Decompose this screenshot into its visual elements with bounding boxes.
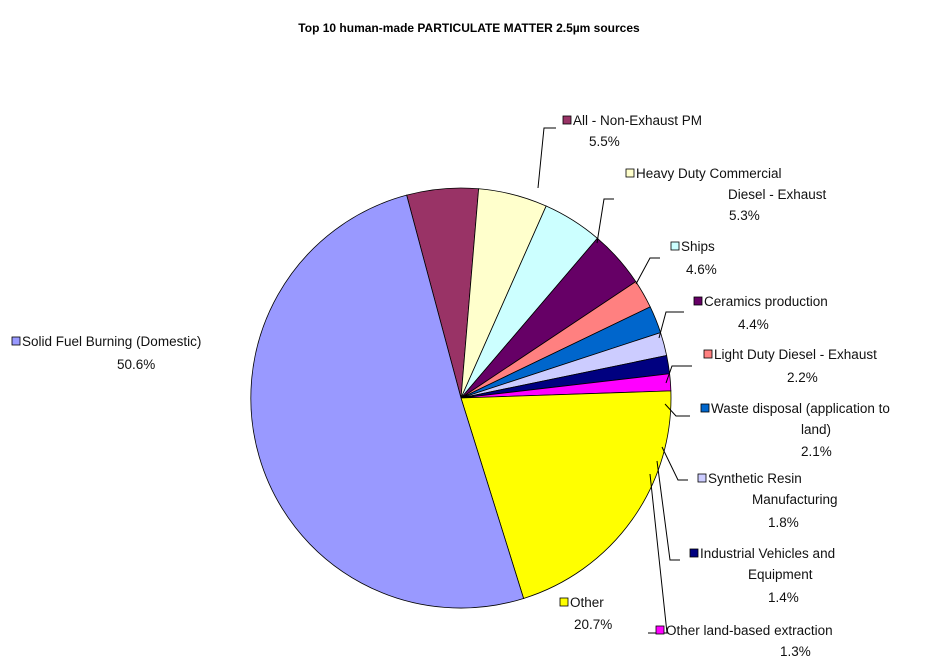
label-key-solid-fuel-burning-domestic — [11, 336, 21, 346]
leader-line-ships — [635, 257, 660, 285]
slice-label-industrial-vehicles-and-equipment-line-2: Equipment — [748, 567, 813, 582]
leader-line-ceramics-production — [658, 311, 684, 339]
leader-line-light-duty-diesel-exhaust — [665, 365, 692, 384]
label-key-heavy-duty-commercial-diesel-exhaust — [625, 168, 635, 178]
slice-value-solid-fuel-burning-domestic: 50.6% — [117, 357, 155, 372]
slice-value-other: 20.7% — [574, 617, 612, 632]
label-key-ships — [670, 241, 680, 251]
slice-value-other-land-based-extraction: 1.3% — [780, 644, 811, 658]
slice-label-industrial-vehicles-and-equipment-line-1: Industrial Vehicles and — [700, 546, 835, 561]
slice-label-other-land-based-extraction: Other land-based extraction — [666, 623, 833, 638]
slice-label-ships: Ships — [681, 239, 715, 254]
slice-label-waste-disposal-application-to-land-line-2: land) — [801, 422, 831, 437]
slice-value-waste-disposal-application-to-land: 2.1% — [801, 444, 832, 459]
label-key-industrial-vehicles-and-equipment — [689, 548, 699, 558]
label-key-light-duty-diesel-exhaust — [703, 349, 713, 359]
slice-label-heavy-duty-commercial-diesel-exhaust-line-2: Diesel - Exhaust — [728, 187, 827, 202]
label-key-ceramics-production — [693, 296, 703, 306]
slice-label-light-duty-diesel-exhaust: Light Duty Diesel - Exhaust — [714, 347, 877, 362]
slice-value-heavy-duty-commercial-diesel-exhaust: 5.3% — [729, 208, 760, 223]
leader-line-waste-disposal-application-to-land — [664, 403, 690, 417]
leader-line-heavy-duty-commercial-diesel-exhaust — [596, 198, 614, 244]
label-key-other — [559, 597, 569, 607]
slice-value-all-non-exhaust-pm: 5.5% — [589, 134, 620, 149]
slice-label-all-non-exhaust-pm: All - Non-Exhaust PM — [573, 113, 702, 128]
slice-label-other: Other — [570, 595, 604, 610]
label-key-other-land-based-extraction — [655, 625, 665, 635]
pie-slice-solid-fuel-burning-domestic — [250, 194, 525, 609]
slice-value-ceramics-production: 4.4% — [738, 317, 769, 332]
slice-label-synthetic-resin-manufacturing-line-1: Synthetic Resin — [708, 471, 802, 486]
label-key-synthetic-resin-manufacturing — [697, 473, 707, 483]
slice-label-synthetic-resin-manufacturing-line-2: Manufacturing — [752, 492, 838, 507]
leader-line-synthetic-resin-manufacturing — [661, 446, 688, 481]
slice-value-ships: 4.6% — [686, 262, 717, 277]
pie-slice-other — [460, 390, 672, 599]
slice-value-light-duty-diesel-exhaust: 2.2% — [787, 370, 818, 385]
slice-value-synthetic-resin-manufacturing: 1.8% — [768, 515, 799, 530]
leader-line-all-non-exhaust-pm — [537, 127, 556, 189]
chart-title: Top 10 human-made PARTICULATE MATTER 2.5… — [298, 21, 640, 35]
slice-label-ceramics-production: Ceramics production — [704, 294, 828, 309]
slice-label-waste-disposal-application-to-land-line-1: Waste disposal (application to — [711, 401, 890, 416]
slice-label-solid-fuel-burning-domestic: Solid Fuel Burning (Domestic) — [22, 334, 201, 349]
label-key-waste-disposal-application-to-land — [700, 403, 710, 413]
leader-line-industrial-vehicles-and-equipment — [656, 460, 680, 561]
slice-value-industrial-vehicles-and-equipment: 1.4% — [768, 590, 799, 605]
leader-line-other-land-based-extraction — [648, 473, 668, 634]
label-key-all-non-exhaust-pm — [562, 115, 572, 125]
slice-label-heavy-duty-commercial-diesel-exhaust-line-1: Heavy Duty Commercial — [636, 166, 782, 181]
